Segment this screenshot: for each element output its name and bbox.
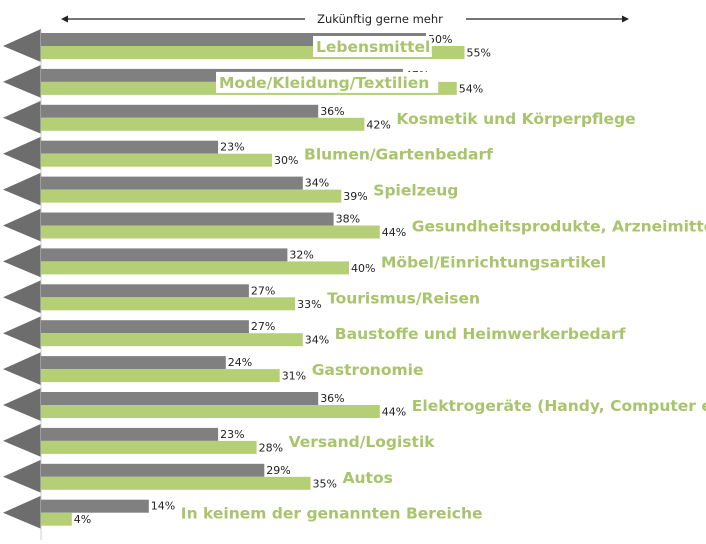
bar-gray-7 xyxy=(41,284,249,298)
header-arrowhead-left xyxy=(61,15,68,23)
value-label-gray-3: 23% xyxy=(220,141,244,154)
value-label-gray-10: 36% xyxy=(320,392,344,405)
category-label-bg-1 xyxy=(216,71,439,93)
category-label-0: Lebensmittel xyxy=(316,38,430,56)
category-label-10: Elektrogeräte (Handy, Computer etc.) xyxy=(412,397,706,415)
row-arrow-11 xyxy=(3,423,41,457)
bar-green-3 xyxy=(41,153,272,167)
bar-green-7 xyxy=(41,297,296,311)
category-label-2: Kosmetik und Körperpflege xyxy=(396,110,635,128)
value-label-green-4: 39% xyxy=(343,190,367,203)
bar-green-12 xyxy=(41,476,311,490)
row-arrow-7 xyxy=(3,280,41,314)
value-label-gray-5: 38% xyxy=(336,213,360,226)
bar-green-10 xyxy=(41,405,380,418)
bar-gray-12 xyxy=(41,463,265,477)
value-label-green-7: 33% xyxy=(297,298,321,311)
value-label-green-8: 34% xyxy=(305,334,329,347)
value-label-green-13: 4% xyxy=(74,513,91,526)
value-label-green-3: 30% xyxy=(274,154,298,167)
row-arrow-8 xyxy=(3,316,41,350)
row-arrow-5 xyxy=(3,208,41,242)
row-arrow-13 xyxy=(3,495,41,529)
bar-gray-4 xyxy=(41,176,303,190)
value-label-green-6: 40% xyxy=(351,262,375,275)
value-label-gray-2: 36% xyxy=(320,105,344,118)
bar-green-8 xyxy=(41,333,303,347)
row-arrow-1 xyxy=(3,64,41,98)
value-label-green-5: 44% xyxy=(382,226,406,239)
category-label-12: Autos xyxy=(343,469,393,487)
category-label-bg-0 xyxy=(313,36,432,57)
value-label-green-9: 31% xyxy=(282,370,306,383)
category-label-7: Tourismus/Reisen xyxy=(327,289,480,307)
bar-gray-5 xyxy=(41,212,334,226)
value-label-gray-13: 14% xyxy=(151,500,175,513)
bar-gray-6 xyxy=(41,248,288,262)
value-label-green-12: 35% xyxy=(313,477,337,490)
bar-gray-10 xyxy=(41,392,319,405)
bars: 50%55%Lebensmittel47%54%Mode/Kleidung/Te… xyxy=(41,33,706,526)
bar-green-11 xyxy=(41,440,257,454)
value-label-gray-6: 32% xyxy=(289,248,313,261)
value-label-green-0: 55% xyxy=(467,47,491,60)
row-arrow-9 xyxy=(3,352,41,386)
row-arrow-3 xyxy=(3,136,41,170)
value-label-gray-0: 50% xyxy=(428,33,452,46)
category-label-6: Möbel/Einrichtungsartikel xyxy=(381,253,606,271)
category-label-4: Spielzeug xyxy=(373,182,458,200)
value-label-gray-11: 23% xyxy=(220,428,244,441)
bar-green-9 xyxy=(41,369,280,383)
row-arrow-12 xyxy=(3,459,41,493)
category-label-1: Mode/Kleidung/Textilien xyxy=(219,74,429,92)
bar-gray-13 xyxy=(41,499,149,513)
row-arrow-6 xyxy=(3,244,41,278)
value-label-green-10: 44% xyxy=(382,406,406,419)
header: Zukünftig gerne mehr xyxy=(61,12,629,26)
chart-title: Zukünftig gerne mehr xyxy=(317,12,443,26)
category-label-13: In keinem der genannten Bereiche xyxy=(181,505,483,523)
row-arrow-10 xyxy=(3,388,41,421)
bar-gray-9 xyxy=(41,356,226,370)
value-label-gray-12: 29% xyxy=(266,464,290,477)
value-label-green-2: 42% xyxy=(366,118,390,131)
row-arrow-2 xyxy=(3,100,41,134)
value-label-gray-8: 27% xyxy=(251,320,275,333)
bar-green-13 xyxy=(41,512,72,526)
category-label-11: Versand/Logistik xyxy=(289,433,436,451)
bar-gray-11 xyxy=(41,427,219,441)
header-arrowhead-right xyxy=(622,15,629,23)
left-arrow-column xyxy=(3,29,41,529)
category-label-5: Gesundheitsprodukte, Arzneimittel xyxy=(412,218,706,236)
bar-gray-2 xyxy=(41,104,319,118)
category-label-9: Gastronomie xyxy=(312,361,424,379)
bar-green-6 xyxy=(41,261,349,275)
category-label-3: Blumen/Gartenbedarf xyxy=(304,146,493,164)
bar-gray-8 xyxy=(41,320,249,334)
category-label-8: Baustoffe und Heimwerkerbedarf xyxy=(335,325,626,343)
bar-gray-3 xyxy=(41,140,219,154)
value-label-gray-7: 27% xyxy=(251,284,275,297)
row-arrow-4 xyxy=(3,172,41,206)
bar-green-4 xyxy=(41,189,342,203)
row-arrow-0 xyxy=(3,29,41,62)
value-label-gray-4: 34% xyxy=(305,177,329,190)
value-label-green-1: 54% xyxy=(459,82,483,95)
bar-green-2 xyxy=(41,117,365,131)
bar-green-5 xyxy=(41,225,380,239)
value-label-green-11: 28% xyxy=(259,441,283,454)
value-label-gray-9: 24% xyxy=(228,356,252,369)
